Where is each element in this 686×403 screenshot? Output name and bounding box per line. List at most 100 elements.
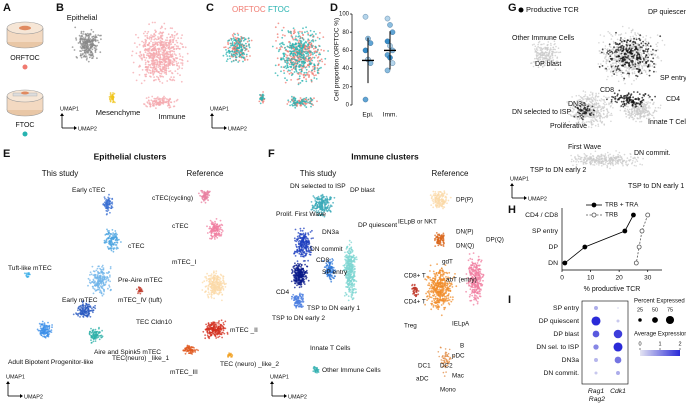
label: SP entry xyxy=(660,75,686,82)
y-axis-label: Cell proportion (ORFTOC %) xyxy=(334,18,341,101)
series-point xyxy=(636,244,642,250)
label: Aire and Spink5 mTEC xyxy=(94,349,161,356)
label: First Wave xyxy=(568,144,601,151)
label: Other Immune Cells xyxy=(322,367,381,374)
series-line xyxy=(635,214,649,264)
sample-point xyxy=(367,40,374,46)
label: This study xyxy=(300,169,336,178)
panel-label: F xyxy=(268,148,275,160)
x-tick-label: 20 xyxy=(616,275,624,282)
row-label: DN commit. xyxy=(544,370,580,377)
sample-point xyxy=(362,47,369,54)
umap-cloud xyxy=(198,189,211,204)
legend-entry: TRB + TRA xyxy=(605,202,639,209)
column-label: Rag1 Rag2 xyxy=(587,388,605,403)
label: CD4 xyxy=(666,96,680,103)
umap-cloud xyxy=(135,286,144,295)
umap-cloud xyxy=(433,232,445,248)
sample-point xyxy=(389,60,396,66)
series-line xyxy=(564,214,634,264)
y-tick-label: 60 xyxy=(342,48,349,54)
series-point xyxy=(631,212,636,218)
y-tick-label: SP entry xyxy=(532,228,559,235)
size-legend-dot xyxy=(665,315,675,325)
size-legend-dot xyxy=(638,318,642,322)
umap2-label: UMAP2 xyxy=(78,126,97,132)
label: CD4+ T xyxy=(404,299,426,306)
label: cTEC(cycling) xyxy=(152,195,193,202)
umap2-label: UMAP2 xyxy=(228,126,247,132)
sample-point xyxy=(367,60,374,66)
label: Reference xyxy=(432,169,469,178)
x-tick-label: 0 xyxy=(560,275,564,282)
expression-dot xyxy=(613,329,623,339)
label: DN(P) xyxy=(456,229,474,236)
series-point xyxy=(639,228,645,234)
condition-label: FTOC xyxy=(16,122,35,129)
umap1-label: UMAP1 xyxy=(210,106,229,112)
y-tick-label: CD4 / CD8 xyxy=(525,212,558,219)
umap-cloud xyxy=(108,92,116,104)
umap-cloud xyxy=(293,227,314,263)
umap1-label: UMAP1 xyxy=(60,106,79,112)
umap-cloud xyxy=(131,21,189,85)
legend-title: Percent Expressed xyxy=(634,299,685,305)
umap-cloud xyxy=(36,320,53,339)
expression-dot xyxy=(594,371,598,375)
umap-cloud xyxy=(143,95,179,110)
label: mTEC_IV (tuft) xyxy=(118,297,162,304)
label: gdT xyxy=(442,259,453,266)
label: Reference xyxy=(187,169,224,178)
umap-cloud xyxy=(182,344,200,355)
umap-cloud xyxy=(429,190,452,210)
label: TSP to DN early 2 xyxy=(530,167,586,174)
label: CD8 xyxy=(600,87,614,94)
label: aDC xyxy=(416,376,429,383)
label: DN selected to ISP xyxy=(290,183,346,190)
umap-cloud xyxy=(259,93,266,105)
expression-dot xyxy=(616,319,620,323)
panel-label: I xyxy=(508,294,511,306)
legend-marker xyxy=(591,212,597,218)
y-tick-label: DP xyxy=(549,244,559,251)
umap-arrow xyxy=(210,113,227,130)
umap-arrow xyxy=(6,381,23,398)
umap-cloud xyxy=(606,89,656,108)
legend-title: Average Expression xyxy=(634,332,686,338)
label: pDC xyxy=(452,353,465,360)
umap-cloud xyxy=(23,272,31,278)
umap-cloud xyxy=(424,263,458,317)
label: Innate T Cells xyxy=(310,345,351,352)
label: Proliferative xyxy=(550,123,587,130)
umap-cloud xyxy=(310,193,336,218)
row-label: DP quiescent xyxy=(539,318,579,325)
panel-title: Immune clusters xyxy=(351,151,419,161)
panel-label: A xyxy=(3,2,11,14)
label: cTEC xyxy=(172,223,189,230)
legend-tick-label: 1 xyxy=(658,341,661,347)
label: mTEC_III xyxy=(170,369,198,376)
umap-cloud xyxy=(227,352,234,358)
label: Mesenchyme xyxy=(96,108,141,117)
legend-tick-label: 75 xyxy=(667,307,673,313)
series-point xyxy=(633,260,639,266)
x-tick-label: Epi. xyxy=(362,112,373,119)
label: Epithelial xyxy=(67,13,98,22)
legend-entry: Productive TCR xyxy=(526,5,579,14)
sample-point xyxy=(387,22,393,28)
legend-tick-label: 25 xyxy=(637,307,643,313)
label: DN(Q) xyxy=(456,243,474,250)
label: TSP to DN early 1 xyxy=(628,183,684,190)
umap-cloud xyxy=(573,105,596,121)
label: DN3a xyxy=(322,229,339,236)
umap-cloud xyxy=(437,346,455,377)
panel-label: C xyxy=(206,2,214,14)
umap-arrow xyxy=(270,381,287,398)
label: This study xyxy=(42,169,78,178)
label: SP entry xyxy=(322,269,348,276)
umap-arrow xyxy=(510,183,527,200)
legend-marker xyxy=(591,202,597,208)
panel-label: D xyxy=(330,2,338,14)
label: cTEC xyxy=(128,243,145,250)
